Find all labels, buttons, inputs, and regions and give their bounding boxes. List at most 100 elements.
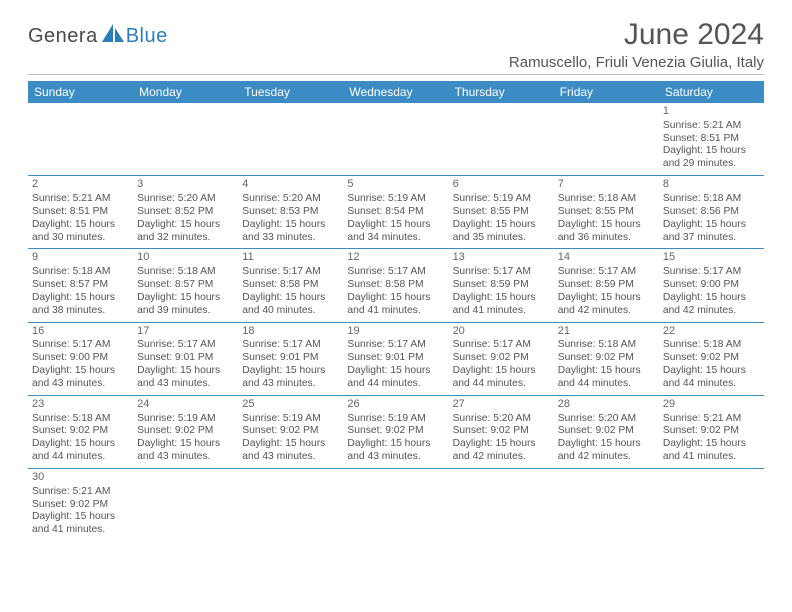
cell-line: Sunset: 8:59 PM (558, 279, 655, 292)
cell-line: Sunset: 8:57 PM (32, 279, 129, 292)
calendar-cell: 14Sunrise: 5:17 AMSunset: 8:59 PMDayligh… (554, 249, 659, 321)
calendar-cell (449, 103, 554, 175)
day-number: 19 (347, 325, 444, 339)
cell-line: and 33 minutes. (242, 232, 339, 245)
cell-line: Daylight: 15 hours (137, 365, 234, 378)
calendar-cell (238, 103, 343, 175)
cell-line: Sunrise: 5:17 AM (242, 339, 339, 352)
cell-line: Daylight: 15 hours (453, 365, 550, 378)
cell-line: Sunset: 8:51 PM (32, 206, 129, 219)
day-number: 22 (663, 325, 760, 339)
cell-line: Sunrise: 5:20 AM (242, 193, 339, 206)
cell-line: and 41 minutes. (32, 524, 129, 537)
calendar-week: 16Sunrise: 5:17 AMSunset: 9:00 PMDayligh… (28, 323, 764, 396)
cell-line: Sunset: 8:53 PM (242, 206, 339, 219)
weekday-label: Saturday (659, 81, 764, 103)
cell-line: Daylight: 15 hours (32, 511, 129, 524)
calendar-cell (554, 103, 659, 175)
cell-line: Sunset: 9:02 PM (663, 425, 760, 438)
calendar-cell (449, 469, 554, 541)
cell-line: and 32 minutes. (137, 232, 234, 245)
calendar-cell (343, 103, 448, 175)
day-number: 1 (663, 105, 760, 119)
cell-line: Daylight: 15 hours (453, 219, 550, 232)
day-number: 10 (137, 251, 234, 265)
day-number: 24 (137, 398, 234, 412)
cell-line: Sunrise: 5:18 AM (663, 193, 760, 206)
brand-logo: Genera Blue (28, 24, 168, 49)
cell-line: Sunset: 9:02 PM (137, 425, 234, 438)
cell-line: and 41 minutes. (663, 451, 760, 464)
calendar-week: 2Sunrise: 5:21 AMSunset: 8:51 PMDaylight… (28, 176, 764, 249)
calendar-cell (554, 469, 659, 541)
cell-line: Daylight: 15 hours (663, 438, 760, 451)
cell-line: Sunset: 9:02 PM (32, 425, 129, 438)
day-number: 2 (32, 178, 129, 192)
cell-line: Sunrise: 5:18 AM (663, 339, 760, 352)
calendar-week: 30Sunrise: 5:21 AMSunset: 9:02 PMDayligh… (28, 469, 764, 541)
calendar-cell (133, 103, 238, 175)
header: Genera Blue June 2024 (28, 18, 764, 52)
calendar-cell: 12Sunrise: 5:17 AMSunset: 8:58 PMDayligh… (343, 249, 448, 321)
cell-line: Sunrise: 5:19 AM (242, 413, 339, 426)
calendar-cell: 28Sunrise: 5:20 AMSunset: 9:02 PMDayligh… (554, 396, 659, 468)
day-number: 14 (558, 251, 655, 265)
cell-line: and 43 minutes. (242, 451, 339, 464)
day-number: 23 (32, 398, 129, 412)
cell-line: and 38 minutes. (32, 305, 129, 318)
cell-line: Sunset: 8:51 PM (663, 133, 760, 146)
calendar-body: 1Sunrise: 5:21 AMSunset: 8:51 PMDaylight… (28, 103, 764, 541)
cell-line: and 44 minutes. (32, 451, 129, 464)
day-number: 18 (242, 325, 339, 339)
calendar-cell: 23Sunrise: 5:18 AMSunset: 9:02 PMDayligh… (28, 396, 133, 468)
cell-line: Sunset: 9:00 PM (32, 352, 129, 365)
weekday-label: Friday (554, 81, 659, 103)
calendar-cell: 3Sunrise: 5:20 AMSunset: 8:52 PMDaylight… (133, 176, 238, 248)
cell-line: and 43 minutes. (32, 378, 129, 391)
day-number: 17 (137, 325, 234, 339)
cell-line: Sunrise: 5:21 AM (663, 120, 760, 133)
cell-line: and 42 minutes. (453, 451, 550, 464)
calendar-cell: 26Sunrise: 5:19 AMSunset: 9:02 PMDayligh… (343, 396, 448, 468)
cell-line: Daylight: 15 hours (663, 292, 760, 305)
cell-line: Daylight: 15 hours (347, 292, 444, 305)
cell-line: Sunrise: 5:20 AM (558, 413, 655, 426)
cell-line: Sunrise: 5:17 AM (242, 266, 339, 279)
calendar-cell: 21Sunrise: 5:18 AMSunset: 9:02 PMDayligh… (554, 323, 659, 395)
weekday-label: Thursday (449, 81, 554, 103)
cell-line: and 43 minutes. (137, 378, 234, 391)
calendar-cell: 6Sunrise: 5:19 AMSunset: 8:55 PMDaylight… (449, 176, 554, 248)
cell-line: Sunrise: 5:20 AM (137, 193, 234, 206)
cell-line: and 35 minutes. (453, 232, 550, 245)
cell-line: Sunset: 9:01 PM (137, 352, 234, 365)
cell-line: Sunrise: 5:17 AM (558, 266, 655, 279)
cell-line: Daylight: 15 hours (242, 438, 339, 451)
cell-line: Sunrise: 5:18 AM (32, 266, 129, 279)
cell-line: Daylight: 15 hours (558, 365, 655, 378)
day-number: 15 (663, 251, 760, 265)
day-number: 27 (453, 398, 550, 412)
cell-line: Sunset: 9:02 PM (32, 499, 129, 512)
cell-line: Sunset: 9:01 PM (347, 352, 444, 365)
calendar-cell: 27Sunrise: 5:20 AMSunset: 9:02 PMDayligh… (449, 396, 554, 468)
calendar-cell: 29Sunrise: 5:21 AMSunset: 9:02 PMDayligh… (659, 396, 764, 468)
cell-line: Sunrise: 5:17 AM (663, 266, 760, 279)
cell-line: Sunrise: 5:18 AM (558, 339, 655, 352)
weekday-header: SundayMondayTuesdayWednesdayThursdayFrid… (28, 81, 764, 103)
cell-line: Sunset: 8:52 PM (137, 206, 234, 219)
cell-line: Sunset: 9:02 PM (558, 425, 655, 438)
cell-line: Daylight: 15 hours (663, 365, 760, 378)
cell-line: Sunrise: 5:18 AM (32, 413, 129, 426)
cell-line: Daylight: 15 hours (558, 438, 655, 451)
cell-line: Sunrise: 5:17 AM (453, 266, 550, 279)
cell-line: Daylight: 15 hours (558, 292, 655, 305)
cell-line: Daylight: 15 hours (453, 438, 550, 451)
calendar-cell: 11Sunrise: 5:17 AMSunset: 8:58 PMDayligh… (238, 249, 343, 321)
cell-line: and 42 minutes. (558, 305, 655, 318)
brand-text-2: Blue (126, 25, 168, 48)
day-number: 8 (663, 178, 760, 192)
calendar-cell: 13Sunrise: 5:17 AMSunset: 8:59 PMDayligh… (449, 249, 554, 321)
day-number: 21 (558, 325, 655, 339)
cell-line: Daylight: 15 hours (347, 438, 444, 451)
cell-line: Daylight: 15 hours (32, 219, 129, 232)
